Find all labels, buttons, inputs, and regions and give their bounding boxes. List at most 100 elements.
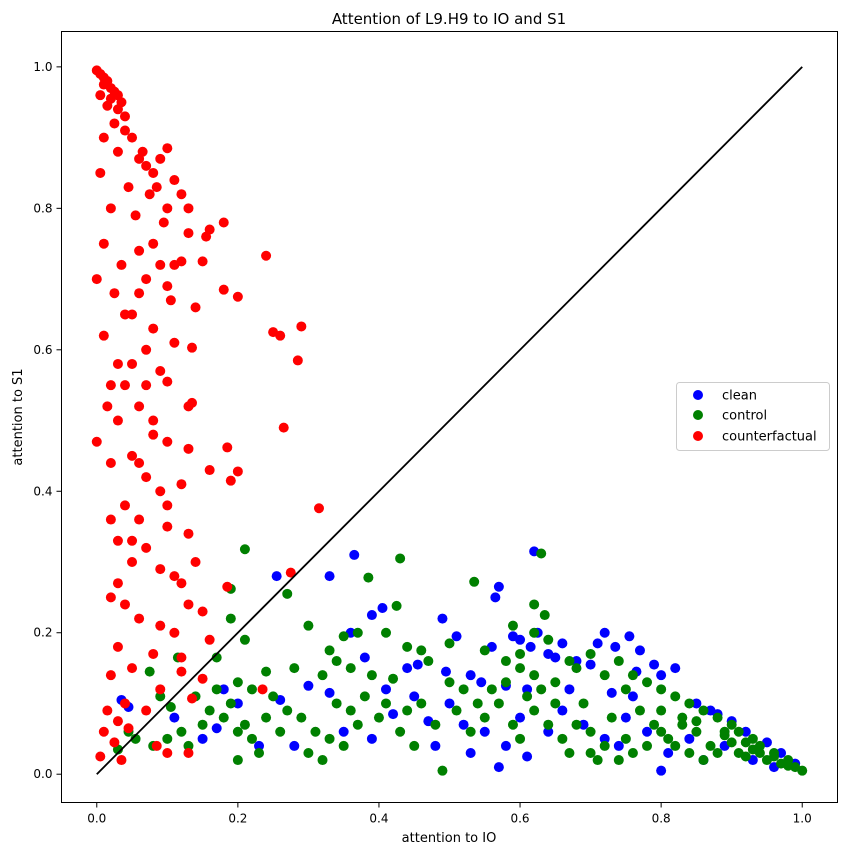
point-control-117 [670, 740, 681, 751]
point-control-105 [705, 740, 716, 751]
point-counterfactual-107 [119, 698, 130, 709]
point-clean-88 [430, 740, 441, 751]
point-clean-73 [642, 726, 653, 737]
point-control-136 [359, 691, 370, 702]
point-control-155 [719, 730, 730, 741]
point-control-148 [543, 634, 554, 645]
point-counterfactual-130 [116, 259, 127, 270]
y-tick-label-1: 0.2 [33, 626, 52, 640]
point-clean-18 [610, 641, 621, 652]
point-counterfactual-31 [183, 203, 194, 214]
point-counterfactual-106 [187, 693, 198, 704]
point-control-147 [507, 620, 518, 631]
point-counterfactual-118 [116, 755, 127, 766]
point-counterfactual-23 [155, 153, 166, 164]
point-counterfactual-110 [112, 716, 123, 727]
legend-label-control: control [722, 409, 767, 424]
legend: clean control counterfactual [676, 382, 830, 451]
point-counterfactual-127 [134, 245, 145, 256]
point-control-156 [740, 737, 751, 748]
point-control-127 [522, 691, 533, 702]
point-clean-61 [381, 684, 392, 695]
point-control-41 [627, 670, 638, 681]
point-clean-29 [656, 670, 667, 681]
y-tick-label-3: 0.6 [33, 343, 52, 357]
point-counterfactual-84 [155, 564, 166, 575]
point-clean-44 [740, 726, 751, 737]
point-control-142 [239, 719, 250, 730]
point-control-33 [479, 645, 490, 656]
point-clean-86 [338, 726, 349, 737]
point-control-18 [324, 645, 335, 656]
point-counterfactual-100 [127, 663, 138, 674]
point-control-154 [691, 716, 702, 727]
point-control-125 [550, 698, 561, 709]
point-control-45 [684, 698, 695, 709]
point-control-108 [726, 737, 737, 748]
point-control-103 [677, 712, 688, 723]
point-control-81 [395, 726, 406, 737]
y-tick-label-0: 0.0 [33, 767, 52, 781]
point-control-128 [500, 677, 511, 688]
point-counterfactual-119 [105, 380, 116, 391]
point-control-99 [620, 733, 631, 744]
point-counterfactual-57 [155, 366, 166, 377]
point-counterfactual-131 [109, 288, 120, 299]
point-counterfactual-120 [98, 330, 109, 341]
point-control-3 [469, 576, 480, 587]
point-control-98 [606, 712, 617, 723]
point-clean-75 [684, 733, 695, 744]
point-counterfactual-37 [176, 256, 187, 267]
point-clean-60 [359, 652, 370, 663]
point-counterfactual-53 [292, 355, 303, 366]
point-counterfactual-90 [119, 599, 130, 610]
point-counterfactual-75 [155, 486, 166, 497]
point-control-115 [698, 755, 709, 766]
point-control-106 [712, 747, 723, 758]
x-tick-label-3: 0.6 [510, 812, 529, 826]
point-clean-52 [232, 698, 243, 709]
point-clean-65 [479, 726, 490, 737]
point-counterfactual-116 [95, 751, 106, 762]
point-counterfactual-21 [137, 146, 148, 157]
point-counterfactual-58 [162, 376, 173, 387]
point-clean-40 [691, 698, 702, 709]
point-control-121 [613, 755, 624, 766]
point-counterfactual-139 [190, 302, 201, 313]
point-counterfactual-88 [285, 567, 296, 578]
point-control-126 [536, 684, 547, 695]
point-control-1 [395, 553, 406, 564]
point-control-29 [345, 663, 356, 674]
point-counterfactual-108 [141, 705, 152, 716]
point-clean-27 [670, 663, 681, 674]
point-counterfactual-97 [112, 641, 123, 652]
point-control-70 [246, 733, 257, 744]
point-clean-32 [440, 666, 451, 677]
point-control-75 [310, 726, 321, 737]
point-clean-8 [437, 613, 448, 624]
point-control-144 [211, 684, 222, 695]
point-control-140 [282, 705, 293, 716]
point-counterfactual-28 [176, 189, 187, 200]
point-counterfactual-52 [296, 321, 307, 332]
point-control-30 [366, 670, 377, 681]
point-counterfactual-96 [204, 634, 215, 645]
point-counterfactual-27 [169, 175, 180, 186]
point-clean-21 [525, 641, 536, 652]
point-counterfactual-15 [119, 125, 130, 136]
x-tick-label-4: 0.8 [652, 812, 671, 826]
point-counterfactual-83 [127, 557, 138, 567]
point-clean-33 [465, 670, 476, 681]
point-counterfactual-140 [148, 415, 159, 426]
point-control-133 [416, 698, 427, 709]
point-counterfactual-55 [141, 344, 152, 355]
point-counterfactual-11 [119, 111, 130, 122]
point-control-132 [444, 677, 455, 688]
point-control-25 [246, 684, 257, 695]
point-clean-57 [289, 740, 300, 751]
point-counterfactual-79 [162, 521, 173, 532]
point-clean-68 [493, 762, 504, 773]
x-axis-label: attention to IO [402, 831, 497, 846]
point-counterfactual-62 [134, 401, 145, 412]
point-clean-24 [571, 656, 582, 667]
